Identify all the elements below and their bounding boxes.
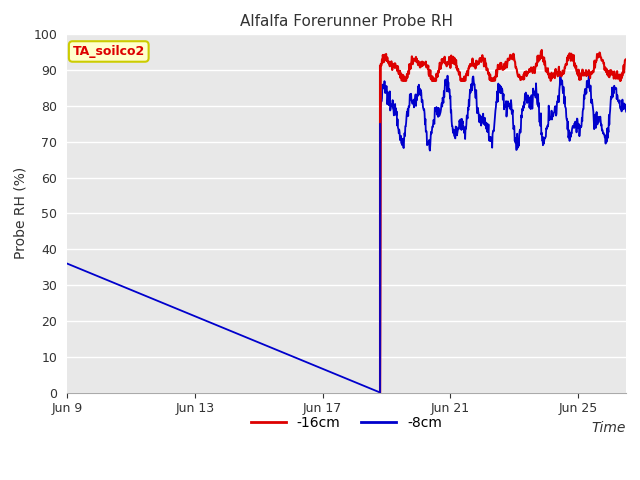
- Title: Alfalfa Forerunner Probe RH: Alfalfa Forerunner Probe RH: [240, 14, 453, 29]
- X-axis label: Time: Time: [592, 421, 626, 435]
- Y-axis label: Probe RH (%): Probe RH (%): [14, 167, 28, 260]
- Text: TA_soilco2: TA_soilco2: [72, 45, 145, 58]
- Legend: -16cm, -8cm: -16cm, -8cm: [246, 410, 448, 436]
